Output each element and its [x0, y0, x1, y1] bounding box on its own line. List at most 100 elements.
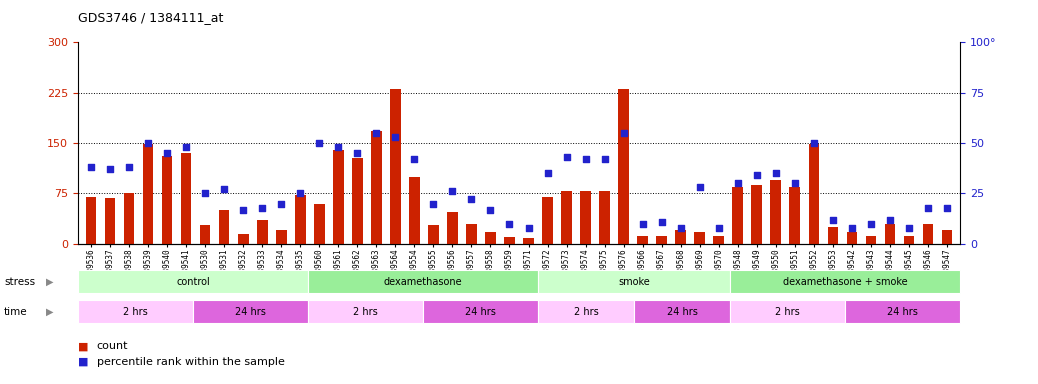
- Bar: [656, 236, 666, 244]
- Point: [177, 144, 194, 150]
- Bar: [86, 197, 97, 244]
- Point: [197, 190, 214, 197]
- Point: [140, 140, 157, 146]
- Point: [330, 144, 347, 150]
- Point: [577, 156, 594, 162]
- Bar: [219, 210, 229, 244]
- Point: [159, 150, 175, 156]
- Bar: [809, 144, 819, 244]
- Point: [901, 225, 918, 231]
- Bar: [790, 187, 800, 244]
- Point: [483, 207, 499, 213]
- Bar: [429, 225, 439, 244]
- Bar: [599, 192, 609, 244]
- Text: percentile rank within the sample: percentile rank within the sample: [97, 357, 284, 367]
- Bar: [409, 177, 419, 244]
- Bar: [447, 212, 458, 244]
- Point: [444, 189, 461, 195]
- Bar: [752, 185, 762, 244]
- Text: ■: ■: [78, 341, 88, 351]
- Point: [83, 164, 100, 170]
- Text: GDS3746 / 1384111_at: GDS3746 / 1384111_at: [78, 12, 223, 25]
- Bar: [352, 158, 362, 244]
- Bar: [504, 237, 515, 244]
- Point: [539, 170, 555, 176]
- Point: [691, 184, 708, 190]
- Text: control: control: [176, 277, 210, 287]
- Point: [805, 140, 822, 146]
- Point: [273, 200, 290, 207]
- Point: [748, 172, 765, 178]
- Bar: [866, 236, 876, 244]
- Point: [673, 225, 689, 231]
- Bar: [124, 194, 134, 244]
- Point: [558, 154, 575, 160]
- Bar: [333, 150, 344, 244]
- Text: 2 hrs: 2 hrs: [353, 307, 378, 317]
- Text: ▶: ▶: [46, 307, 54, 317]
- Text: 24 hrs: 24 hrs: [666, 307, 698, 317]
- Bar: [694, 232, 705, 244]
- Point: [787, 180, 803, 187]
- Point: [653, 218, 670, 225]
- Text: 2 hrs: 2 hrs: [574, 307, 599, 317]
- Bar: [466, 223, 476, 244]
- Bar: [923, 223, 933, 244]
- Point: [235, 207, 251, 213]
- Point: [311, 140, 328, 146]
- Bar: [733, 187, 743, 244]
- Bar: [485, 232, 496, 244]
- Bar: [676, 230, 686, 244]
- Bar: [523, 238, 534, 244]
- Bar: [238, 234, 248, 244]
- Bar: [257, 220, 268, 244]
- Bar: [770, 180, 781, 244]
- Point: [102, 166, 118, 172]
- Bar: [143, 144, 154, 244]
- Bar: [372, 131, 382, 244]
- Bar: [542, 197, 553, 244]
- Bar: [390, 89, 401, 244]
- Point: [863, 220, 879, 227]
- Point: [387, 134, 404, 140]
- Bar: [276, 230, 286, 244]
- Point: [824, 217, 841, 223]
- Text: 24 hrs: 24 hrs: [887, 307, 918, 317]
- Bar: [162, 157, 172, 244]
- Bar: [295, 195, 305, 244]
- Point: [406, 156, 422, 162]
- Point: [767, 170, 784, 176]
- Bar: [105, 198, 115, 244]
- Text: smoke: smoke: [619, 277, 650, 287]
- Text: dexamethasone + smoke: dexamethasone + smoke: [783, 277, 907, 287]
- Point: [501, 220, 518, 227]
- Text: ■: ■: [78, 357, 88, 367]
- Text: dexamethasone: dexamethasone: [384, 277, 462, 287]
- Bar: [619, 89, 629, 244]
- Point: [616, 130, 632, 136]
- Point: [844, 225, 861, 231]
- Point: [349, 150, 365, 156]
- Point: [596, 156, 612, 162]
- Text: time: time: [4, 307, 28, 317]
- Bar: [315, 204, 325, 244]
- Text: ▶: ▶: [46, 277, 54, 287]
- Text: count: count: [97, 341, 128, 351]
- Bar: [200, 225, 211, 244]
- Point: [938, 204, 955, 210]
- Point: [254, 204, 271, 210]
- Bar: [884, 223, 895, 244]
- Point: [426, 200, 442, 207]
- Text: 24 hrs: 24 hrs: [235, 307, 266, 317]
- Point: [920, 204, 936, 210]
- Bar: [847, 232, 857, 244]
- Text: 2 hrs: 2 hrs: [775, 307, 800, 317]
- Point: [881, 217, 898, 223]
- Text: stress: stress: [4, 277, 35, 287]
- Bar: [562, 192, 572, 244]
- Bar: [181, 153, 191, 244]
- Bar: [941, 230, 952, 244]
- Bar: [904, 236, 914, 244]
- Point: [520, 225, 537, 231]
- Text: 24 hrs: 24 hrs: [465, 307, 496, 317]
